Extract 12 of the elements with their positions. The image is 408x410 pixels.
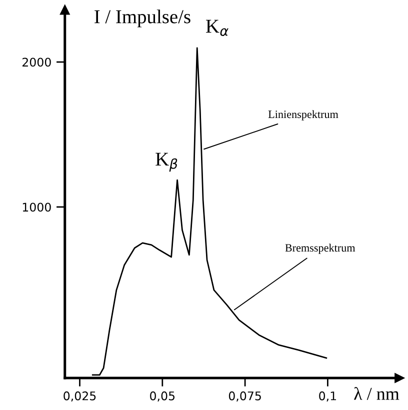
annotation: K$_{α}$ — [206, 20, 228, 36]
x-axis-title: λ / nm — [354, 387, 400, 400]
annotation: K$_{β}$ — [156, 152, 178, 172]
annotation: Bremsspektrum — [285, 244, 356, 254]
y-axis-title: I / Impulse/s — [94, 10, 190, 28]
x-tick-label: 0,05 — [150, 391, 175, 402]
x-tick-label: 0,1 — [319, 391, 336, 402]
annotation: Linienspektrum — [268, 110, 338, 120]
y-tick-label: 1000 — [22, 202, 51, 212]
x-tick-label: 0,025 — [64, 391, 96, 402]
x-tick-label: 0,075 — [228, 391, 261, 402]
y-tick-label: 2000 — [22, 58, 51, 67]
